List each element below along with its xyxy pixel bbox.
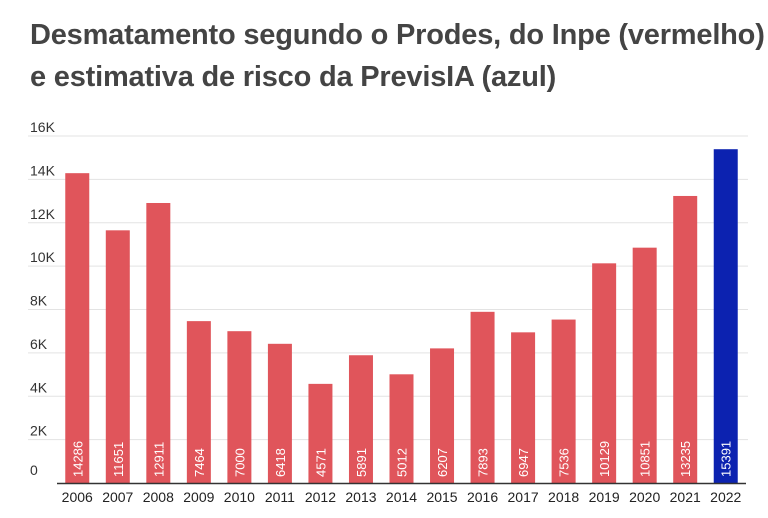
x-tick-label-2021: 2021 (670, 489, 701, 505)
bar-2013 (348, 355, 373, 483)
y-tick-label: 2K (30, 423, 48, 439)
chart-title: Desmatamento segundo o Prodes, do Inpe (… (30, 14, 765, 98)
value-label-2019: 10129 (597, 441, 612, 477)
value-label-2010: 7000 (232, 448, 247, 477)
bar-2008 (146, 202, 171, 484)
x-tick-label-2007: 2007 (102, 489, 133, 505)
bar-2007 (105, 230, 130, 483)
y-tick-label: 4K (30, 379, 48, 395)
bar-2010 (227, 331, 252, 483)
bar-2021 (673, 195, 698, 483)
value-label-2006: 14286 (70, 441, 85, 477)
bar-2020 (632, 247, 657, 483)
x-tick-label-2009: 2009 (183, 489, 214, 505)
value-label-2022: 15391 (719, 441, 734, 477)
value-label-2011: 6418 (273, 448, 288, 477)
x-tick-label-2019: 2019 (589, 489, 620, 505)
bar-2014 (389, 374, 414, 483)
x-tick-label-2017: 2017 (508, 489, 539, 505)
bar-2011 (267, 343, 292, 483)
value-label-2013: 5891 (354, 448, 369, 477)
value-label-2018: 7536 (557, 448, 572, 477)
value-label-2020: 10851 (638, 441, 653, 477)
x-tick-label-2016: 2016 (467, 489, 498, 505)
x-tick-label-2010: 2010 (224, 489, 255, 505)
value-label-2016: 7893 (476, 448, 491, 477)
chart-title-line-2: e estimativa de risco da PrevisIA (azul) (30, 61, 557, 93)
y-tick-label: 12K (30, 206, 56, 222)
bar-2017 (511, 332, 536, 483)
bar-2012 (308, 383, 333, 483)
y-tick-label: 8K (30, 293, 48, 309)
x-tick-label-2006: 2006 (62, 489, 93, 505)
x-tick-label-2011: 2011 (265, 489, 295, 505)
x-tick-label-2015: 2015 (426, 489, 457, 505)
value-label-2017: 6947 (516, 448, 531, 477)
y-tick-label: 6K (30, 336, 48, 352)
bar-2015 (430, 348, 455, 483)
x-tick-label-2008: 2008 (143, 489, 174, 505)
chart-title-line-1: Desmatamento segundo o Prodes, do Inpe (… (30, 19, 765, 51)
bar-2018 (551, 319, 576, 483)
y-tick-label: 0 (30, 462, 38, 478)
x-tick-label-2022: 2022 (710, 489, 741, 505)
value-label-2007: 11651 (111, 442, 126, 477)
x-tick-label-2018: 2018 (548, 489, 579, 505)
bar-2006 (65, 173, 90, 484)
x-tick-label-2014: 2014 (386, 489, 417, 505)
x-tick-label-2012: 2012 (305, 489, 336, 505)
y-tick-label: 14K (30, 162, 56, 178)
bar-2009 (186, 321, 211, 483)
value-label-2012: 4571 (313, 448, 328, 477)
y-tick-label: 10K (30, 249, 56, 265)
x-tick-label-2020: 2020 (629, 489, 660, 505)
value-label-2021: 13235 (678, 441, 693, 477)
bar-2019 (592, 263, 617, 483)
bar-2022 (713, 149, 738, 483)
x-tick-label-2013: 2013 (345, 489, 376, 505)
bar-2016 (470, 311, 495, 483)
value-label-2014: 5012 (395, 448, 410, 477)
value-label-2009: 7464 (192, 448, 207, 477)
y-tick-label: 16K (30, 119, 56, 135)
value-label-2015: 6207 (435, 448, 450, 477)
value-label-2008: 12911 (151, 442, 166, 477)
